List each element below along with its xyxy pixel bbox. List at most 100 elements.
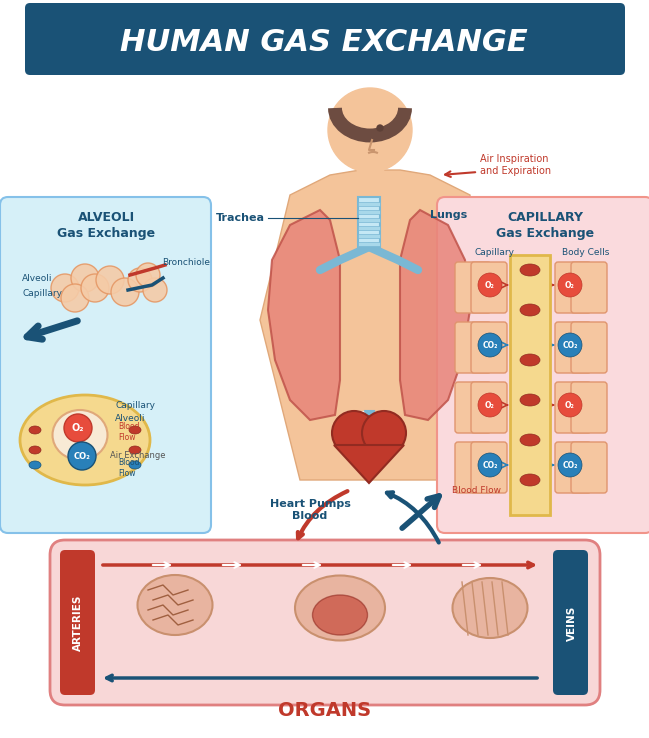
FancyBboxPatch shape bbox=[555, 322, 591, 373]
Circle shape bbox=[136, 263, 160, 287]
FancyBboxPatch shape bbox=[555, 442, 591, 493]
Text: CO₂: CO₂ bbox=[482, 461, 498, 469]
Ellipse shape bbox=[520, 264, 540, 276]
Text: Blood
Flow: Blood Flow bbox=[118, 422, 140, 442]
Ellipse shape bbox=[520, 354, 540, 366]
Ellipse shape bbox=[20, 395, 150, 485]
Bar bbox=[358, 226, 380, 230]
FancyBboxPatch shape bbox=[455, 262, 491, 313]
Bar bbox=[510, 255, 550, 515]
FancyBboxPatch shape bbox=[0, 197, 211, 533]
Text: ARTERIES: ARTERIES bbox=[73, 595, 83, 651]
Circle shape bbox=[377, 125, 383, 131]
Bar bbox=[358, 210, 380, 214]
FancyBboxPatch shape bbox=[555, 262, 591, 313]
Polygon shape bbox=[268, 210, 340, 420]
Bar bbox=[358, 218, 380, 222]
Ellipse shape bbox=[520, 304, 540, 316]
Bar bbox=[358, 242, 380, 246]
Text: Alveoli: Alveoli bbox=[115, 413, 145, 422]
Circle shape bbox=[362, 411, 406, 455]
Circle shape bbox=[478, 333, 502, 357]
Circle shape bbox=[558, 393, 582, 417]
FancyBboxPatch shape bbox=[50, 540, 600, 705]
Bar bbox=[358, 234, 380, 238]
Text: O₂: O₂ bbox=[485, 280, 495, 289]
Text: Bronchiole: Bronchiole bbox=[162, 258, 210, 266]
Text: CO₂: CO₂ bbox=[562, 340, 578, 350]
Ellipse shape bbox=[53, 410, 108, 460]
Ellipse shape bbox=[29, 461, 41, 469]
Ellipse shape bbox=[520, 394, 540, 406]
Circle shape bbox=[143, 278, 167, 302]
Ellipse shape bbox=[29, 426, 41, 434]
Ellipse shape bbox=[129, 446, 141, 454]
Ellipse shape bbox=[313, 595, 367, 635]
Ellipse shape bbox=[452, 578, 528, 638]
Text: VEINS: VEINS bbox=[567, 604, 577, 642]
Text: CO₂: CO₂ bbox=[482, 340, 498, 350]
Text: Body Cells: Body Cells bbox=[562, 247, 609, 257]
FancyBboxPatch shape bbox=[471, 262, 507, 313]
Polygon shape bbox=[400, 210, 470, 420]
Text: Capillary: Capillary bbox=[475, 247, 515, 257]
FancyBboxPatch shape bbox=[471, 382, 507, 433]
FancyBboxPatch shape bbox=[471, 442, 507, 493]
Circle shape bbox=[68, 442, 96, 470]
Circle shape bbox=[332, 411, 376, 455]
Bar bbox=[357, 168, 383, 198]
Text: O₂: O₂ bbox=[72, 423, 84, 433]
FancyBboxPatch shape bbox=[437, 197, 649, 533]
Text: Air Inspiration
and Expiration: Air Inspiration and Expiration bbox=[480, 154, 551, 176]
Text: Lungs: Lungs bbox=[430, 210, 467, 220]
Bar bbox=[358, 197, 380, 247]
FancyBboxPatch shape bbox=[60, 550, 95, 695]
Circle shape bbox=[81, 274, 109, 302]
Circle shape bbox=[71, 264, 99, 292]
Text: Trachea: Trachea bbox=[216, 213, 265, 223]
FancyBboxPatch shape bbox=[455, 322, 491, 373]
Text: HUMAN GAS EXCHANGE: HUMAN GAS EXCHANGE bbox=[120, 27, 528, 57]
Ellipse shape bbox=[520, 474, 540, 486]
Text: ALVEOLI
Gas Exchange: ALVEOLI Gas Exchange bbox=[57, 210, 155, 240]
Text: CO₂: CO₂ bbox=[73, 452, 90, 461]
FancyBboxPatch shape bbox=[571, 322, 607, 373]
FancyBboxPatch shape bbox=[471, 322, 507, 373]
Text: ARTERIES: ARTERIES bbox=[72, 593, 82, 653]
Ellipse shape bbox=[129, 461, 141, 469]
Circle shape bbox=[558, 333, 582, 357]
Circle shape bbox=[128, 268, 152, 292]
Circle shape bbox=[64, 414, 92, 442]
Text: CAPILLARY
Gas Exchange: CAPILLARY Gas Exchange bbox=[496, 210, 594, 240]
Text: Alveoli: Alveoli bbox=[22, 274, 53, 283]
Text: O₂: O₂ bbox=[565, 280, 575, 289]
Text: ORGANS: ORGANS bbox=[278, 700, 372, 720]
FancyBboxPatch shape bbox=[455, 382, 491, 433]
Circle shape bbox=[478, 453, 502, 477]
Circle shape bbox=[558, 273, 582, 297]
Circle shape bbox=[478, 273, 502, 297]
Text: Capillary: Capillary bbox=[22, 289, 62, 297]
Ellipse shape bbox=[295, 576, 385, 641]
FancyBboxPatch shape bbox=[571, 262, 607, 313]
Ellipse shape bbox=[520, 434, 540, 446]
Circle shape bbox=[328, 88, 412, 172]
Ellipse shape bbox=[129, 426, 141, 434]
FancyBboxPatch shape bbox=[571, 442, 607, 493]
Circle shape bbox=[61, 284, 89, 312]
Circle shape bbox=[111, 278, 139, 306]
Polygon shape bbox=[334, 445, 404, 483]
Text: Capillary: Capillary bbox=[115, 401, 155, 410]
Circle shape bbox=[96, 266, 124, 294]
Circle shape bbox=[478, 393, 502, 417]
Text: Heart Pumps
Blood: Heart Pumps Blood bbox=[269, 499, 350, 521]
Ellipse shape bbox=[138, 575, 212, 635]
Bar bbox=[358, 202, 380, 206]
Text: Blood
Flow: Blood Flow bbox=[118, 458, 140, 477]
Text: VEINS: VEINS bbox=[567, 605, 577, 641]
Text: CO₂: CO₂ bbox=[562, 461, 578, 469]
Text: O₂: O₂ bbox=[485, 401, 495, 410]
Circle shape bbox=[558, 453, 582, 477]
Text: Blood Flow: Blood Flow bbox=[452, 486, 501, 494]
FancyBboxPatch shape bbox=[25, 3, 625, 75]
